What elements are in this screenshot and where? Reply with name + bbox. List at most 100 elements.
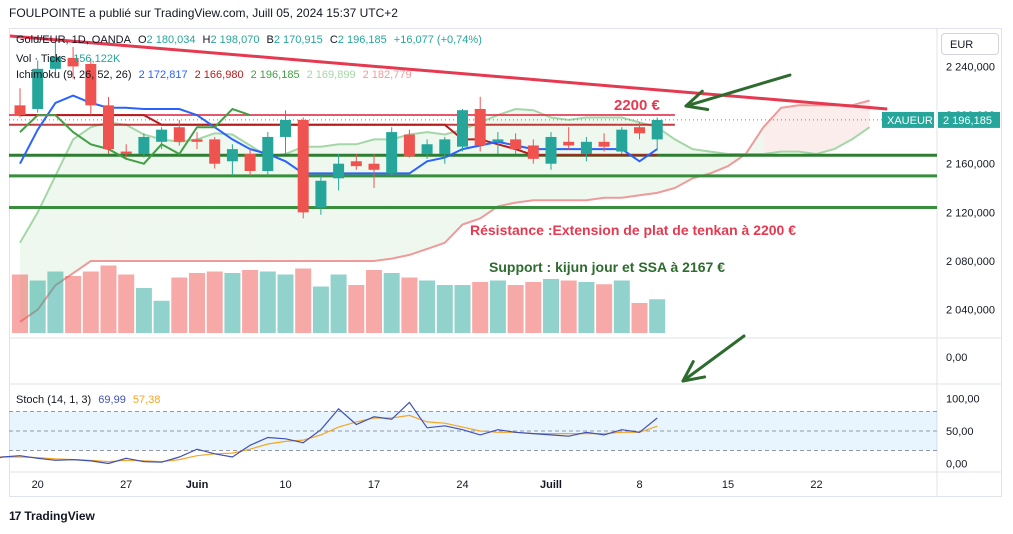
main-legend: Gold/EUR, 1D, OANDA O2 180,034 H2 198,07… — [16, 34, 486, 46]
time-axis-tick: Juill — [540, 479, 562, 491]
price-tag-value — [938, 111, 1000, 128]
price-tag-symbol — [882, 111, 934, 128]
ichimoku-span-a: 2 169,899 — [306, 69, 356, 81]
stoch-axis-tick: 100,00 — [946, 394, 980, 406]
tv-logo-icon: 17 — [9, 509, 21, 523]
kumo-segment — [90, 122, 109, 262]
stoch-axis-tick: 0,00 — [946, 459, 967, 471]
kumo-segment — [126, 124, 144, 262]
candle-body — [439, 139, 451, 154]
change-value: +16,077 (+0,74%) — [393, 34, 482, 46]
currency-selector[interactable]: EUR — [941, 33, 999, 55]
candle-body — [333, 163, 345, 179]
close-label: C — [329, 34, 338, 46]
time-axis-tick: 20 — [32, 479, 44, 491]
candle-body — [297, 119, 309, 213]
time-axis-tick: 27 — [120, 479, 132, 491]
candle-body — [492, 139, 504, 142]
volume-bar — [436, 285, 453, 333]
candle-body — [651, 119, 663, 140]
price-axis-tick: 2 120,000 — [946, 207, 995, 219]
annotation-support: Support : kijun jour et SSA à 2167 € — [489, 259, 725, 275]
volume-bar — [206, 271, 223, 333]
kumo-segment — [197, 133, 215, 262]
volume-bar — [613, 280, 630, 333]
candle-body — [103, 105, 114, 150]
high-label: H — [202, 34, 211, 46]
kumo-segment — [179, 139, 197, 262]
candle-body — [173, 127, 185, 142]
candle-body — [563, 141, 575, 146]
time-axis-tick: 22 — [810, 479, 822, 491]
senkou-span-b-line — [19, 99, 870, 323]
ichimoku-label: Ichimoku (9, 26, 52, 26) — [16, 69, 132, 81]
volume-bar — [100, 265, 117, 333]
volume-bar — [65, 276, 82, 333]
candle-body — [368, 163, 380, 170]
volume-label: Vol · Ticks — [16, 53, 67, 65]
volume-bar — [560, 280, 577, 333]
tradingview-logo[interactable]: 17 TradingView — [9, 509, 95, 523]
volume-bar — [189, 273, 205, 333]
ichimoku-tenkan: 2 172,817 — [138, 69, 188, 81]
volume-bar — [543, 279, 559, 333]
chart-frame — [9, 28, 1002, 497]
time-axis-tick: 10 — [279, 479, 291, 491]
annotation-arrow-head — [681, 375, 707, 383]
candle-body — [226, 149, 238, 162]
ichimoku-chikou: 2 196,185 — [250, 69, 300, 81]
volume-bar — [259, 271, 276, 333]
time-axis-tick: 24 — [456, 479, 468, 491]
volume-bar — [118, 274, 135, 333]
volume-bar — [472, 282, 489, 333]
kumo-segment — [798, 105, 817, 154]
symbol-name[interactable]: Gold/EUR, 1D, OANDA — [16, 34, 131, 46]
publish-header: FOULPOINTE a publié sur TradingView.com,… — [9, 6, 398, 20]
time-axis-tick: 8 — [636, 479, 642, 491]
annotation-2200: 2200 € — [614, 97, 661, 114]
volume-bar — [295, 268, 312, 333]
kumo-segment — [604, 117, 622, 198]
annotation-resistance: Résistance :Extension de plat de tenkan … — [470, 222, 796, 238]
volume-axis-tick: 0,00 — [946, 352, 967, 364]
price-axis-tick: 2 240,000 — [946, 61, 995, 73]
tv-brand-text: TradingView — [24, 509, 95, 523]
stoch-legend[interactable]: Stoch (14, 1, 3) 69,99 57,38 — [16, 394, 164, 406]
volume-bar — [348, 285, 365, 333]
ichimoku-legend[interactable]: Ichimoku (9, 26, 52, 26) 2 172,817 2 166… — [16, 69, 416, 81]
price-axis-tick: 2 080,000 — [946, 256, 995, 268]
volume-bar — [224, 273, 241, 333]
volume-bar — [47, 271, 64, 333]
chikou-span-line — [19, 107, 251, 165]
volume-bar — [366, 270, 382, 333]
open-label: O — [137, 34, 147, 46]
candle-body — [14, 105, 26, 116]
time-axis-tick: 15 — [722, 479, 734, 491]
kumo-segment — [834, 105, 852, 150]
candle-body — [421, 144, 433, 154]
ichimoku-kijun: 2 166,980 — [194, 69, 244, 81]
price-tag-symbol-text: XAUEUR — [887, 115, 933, 127]
volume-bar — [383, 273, 400, 333]
annotation-arrow-head — [684, 104, 710, 112]
kumo-segment — [763, 107, 782, 154]
ichimoku-span-b: 2 182,779 — [362, 69, 412, 81]
kumo-segment — [781, 105, 799, 152]
candle-body — [85, 63, 97, 106]
kumo-segment — [497, 108, 516, 207]
candle-body — [634, 127, 645, 134]
low-label: B — [266, 34, 274, 46]
volume-bar — [153, 300, 170, 333]
high-value: 2 198,070 — [210, 34, 260, 46]
resistance-trendline — [9, 34, 888, 111]
volume-legend[interactable]: Vol · Ticks 156,122K — [16, 53, 124, 65]
volume-bar — [578, 282, 595, 333]
candle-body — [510, 139, 522, 150]
volume-bar — [454, 285, 471, 333]
candle-body — [280, 119, 291, 137]
kumo-segment — [143, 134, 162, 262]
candle-body — [457, 110, 468, 147]
candle-body — [545, 136, 557, 164]
stoch-label: Stoch (14, 1, 3) — [16, 394, 92, 406]
